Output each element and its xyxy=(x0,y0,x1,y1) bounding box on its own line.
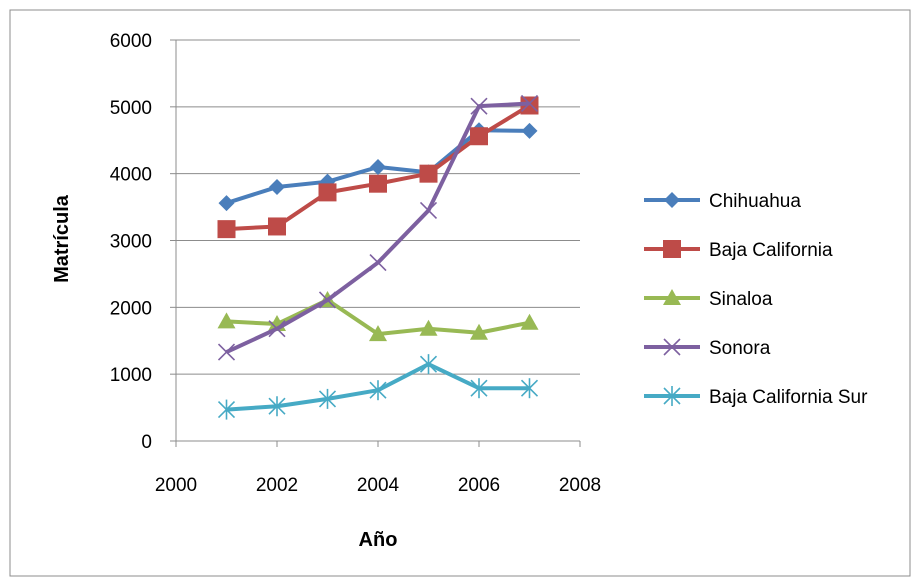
x-tick-label-2000: 2000 xyxy=(155,475,197,496)
data-point-sonora-2001 xyxy=(217,343,236,361)
y-tick-label-5000: 5000 xyxy=(110,98,152,119)
legend-item-chihuahua: Chihuahua xyxy=(644,191,801,212)
data-point-baja-california-sur-2001 xyxy=(217,399,236,420)
legend: Chihuahua Baja California Sinaloa Sonora Baj… xyxy=(644,191,868,408)
y-tick-label-2000: 2000 xyxy=(110,298,152,319)
data-point-sonora-2002 xyxy=(268,320,286,338)
gridlines xyxy=(176,39,580,375)
data-point-baja-california-2004 xyxy=(369,174,387,193)
data-point-chihuahua-2001 xyxy=(218,195,235,212)
data-point-baja-california-2003 xyxy=(318,183,337,202)
data-point-baja-california-2005 xyxy=(419,164,438,183)
data-point-baja-california-sur-2004 xyxy=(369,380,387,401)
y-tick-label-3000: 3000 xyxy=(110,232,152,253)
series-lines xyxy=(217,94,539,420)
data-point-sinaloa-2001 xyxy=(217,312,236,329)
legend-item-baja-california-sur: Baja California Sur xyxy=(644,386,868,408)
legend-label-sonora: Sonora xyxy=(709,338,771,359)
data-point-sonora-2004 xyxy=(369,253,387,272)
data-point-chihuahua-2007 xyxy=(521,122,538,139)
data-point-baja-california-2002 xyxy=(268,217,286,236)
legend-marker-baja-california xyxy=(663,240,681,258)
data-point-sonora-2007 xyxy=(520,94,539,113)
chart-border xyxy=(9,9,911,577)
data-point-sinaloa-2005 xyxy=(419,319,438,336)
data-point-baja-california-sur-2006 xyxy=(470,378,488,399)
data-point-sonora-2005 xyxy=(419,201,438,219)
x-axis-title: Año xyxy=(359,529,398,551)
legend-label-baja-california: Baja California xyxy=(709,240,833,261)
data-point-baja-california-sur-2007 xyxy=(520,378,539,399)
y-axis-title: Matrícula xyxy=(51,194,73,283)
data-point-baja-california-sur-2002 xyxy=(268,396,286,417)
data-point-sinaloa-2006 xyxy=(470,323,488,340)
legend-marker-sinaloa xyxy=(663,289,681,305)
data-point-sonora-2006 xyxy=(470,97,488,115)
legend-label-chihuahua: Chihuahua xyxy=(709,191,801,212)
x-tick-label-2004: 2004 xyxy=(357,475,400,496)
x-tick-label-2006: 2006 xyxy=(458,475,500,496)
legend-item-sinaloa: Sinaloa xyxy=(644,289,773,310)
y-tick-label-1000: 1000 xyxy=(110,365,152,386)
data-point-baja-california-2006 xyxy=(470,127,488,146)
data-point-baja-california-sur-2005 xyxy=(419,354,438,375)
legend-marker-chihuahua xyxy=(664,192,680,208)
legend-item-baja-california: Baja California xyxy=(644,240,833,261)
data-point-baja-california-2001 xyxy=(217,220,236,239)
legend-marker-baja-california-sur xyxy=(663,386,681,406)
data-point-baja-california-2007 xyxy=(520,96,539,115)
data-point-chihuahua-2004 xyxy=(370,158,386,175)
data-point-sinaloa-2004 xyxy=(369,325,387,342)
y-tick-label-0: 0 xyxy=(141,432,152,453)
data-point-sinaloa-2007 xyxy=(520,313,539,330)
y-tick-label-6000: 6000 xyxy=(110,31,152,52)
data-point-chihuahua-2002 xyxy=(269,179,285,196)
y-tick-label-4000: 4000 xyxy=(110,165,152,186)
data-point-sonora-2003 xyxy=(318,291,337,309)
legend-label-baja-california-sur: Baja California Sur xyxy=(709,387,868,408)
legend-marker-sonora xyxy=(663,338,681,356)
x-tick-label-2002: 2002 xyxy=(256,475,298,496)
legend-label-sinaloa: Sinaloa xyxy=(709,289,773,310)
data-point-baja-california-sur-2003 xyxy=(318,388,337,409)
x-tick-label-2008: 2008 xyxy=(559,475,601,496)
axes: 0 1000 2000 3000 4000 5000 6000 2000 2002 2004 200… xyxy=(110,31,601,496)
legend-item-sonora: Sonora xyxy=(644,338,771,359)
